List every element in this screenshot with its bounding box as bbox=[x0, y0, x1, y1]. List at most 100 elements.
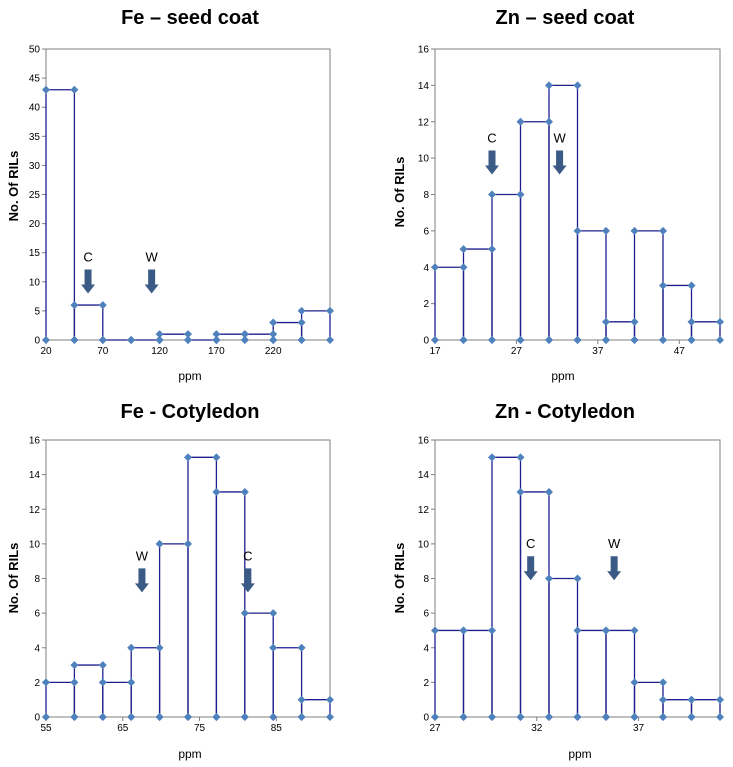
data-point-marker bbox=[212, 336, 221, 344]
annotation-arrow bbox=[607, 556, 622, 581]
data-point-marker bbox=[431, 626, 439, 635]
y-tick-label: 5 bbox=[34, 306, 40, 317]
y-tick-label: 0 bbox=[423, 336, 429, 347]
data-point-marker bbox=[240, 336, 249, 344]
data-point-marker bbox=[602, 317, 610, 326]
data-point-marker bbox=[659, 678, 667, 687]
data-point-marker bbox=[70, 336, 79, 344]
data-point-marker bbox=[269, 643, 278, 652]
histogram-step bbox=[519, 121, 550, 340]
x-tick-label: 220 bbox=[265, 346, 282, 357]
y-tick-label: 10 bbox=[29, 539, 41, 550]
histogram-step bbox=[73, 304, 104, 340]
data-point-marker bbox=[70, 661, 79, 670]
x-tick-label: 20 bbox=[40, 346, 52, 357]
histogram-step bbox=[576, 230, 607, 340]
data-point-marker bbox=[326, 306, 334, 315]
fe-cotyledon-panel: Fe - Cotyledon No. Of RILs ppm 0 2 4 6 8 10 12… bbox=[6, 401, 334, 761]
data-point-marker bbox=[127, 678, 136, 687]
y-tick-label: 0 bbox=[34, 713, 40, 724]
y-axis-label: No. Of RILs bbox=[392, 157, 407, 228]
y-axis-label: No. Of RILs bbox=[6, 543, 21, 614]
data-point-marker bbox=[212, 453, 221, 462]
data-point-marker bbox=[98, 678, 107, 687]
y-tick-label: 16 bbox=[418, 436, 430, 447]
y-tick-label: 12 bbox=[418, 117, 430, 128]
data-point-marker bbox=[297, 713, 306, 721]
x-tick-label: 75 bbox=[194, 723, 206, 734]
data-point-marker bbox=[240, 609, 249, 618]
y-tick-label: 14 bbox=[29, 470, 41, 481]
data-point-marker bbox=[42, 336, 50, 344]
data-point-marker bbox=[687, 695, 696, 704]
data-point-marker bbox=[545, 713, 553, 721]
data-point-marker bbox=[127, 713, 136, 721]
y-tick-label: 4 bbox=[34, 643, 40, 654]
y-tick-label: 6 bbox=[423, 609, 429, 620]
data-point-marker bbox=[155, 643, 164, 652]
data-point-marker bbox=[459, 626, 468, 635]
annotation-label: W bbox=[136, 548, 149, 563]
annotation-label: C bbox=[487, 130, 496, 145]
y-tick-label: 10 bbox=[29, 277, 41, 288]
histogram-step bbox=[130, 647, 161, 717]
data-point-marker bbox=[212, 713, 221, 721]
data-point-marker bbox=[630, 713, 639, 721]
histogram-step bbox=[73, 664, 104, 717]
data-point-marker bbox=[269, 609, 278, 618]
annotation-arrow bbox=[523, 556, 538, 581]
plot-area bbox=[45, 48, 331, 341]
histogram-step bbox=[462, 248, 493, 340]
data-point-marker bbox=[516, 336, 525, 344]
data-point-marker bbox=[573, 81, 582, 90]
y-tick-label: 30 bbox=[29, 161, 41, 172]
x-tick-label: 27 bbox=[429, 723, 441, 734]
data-point-marker bbox=[545, 574, 553, 583]
data-point-marker bbox=[297, 643, 306, 652]
data-point-marker bbox=[42, 713, 50, 721]
data-point-marker bbox=[155, 713, 164, 721]
data-point-marker bbox=[326, 336, 334, 344]
data-point-marker bbox=[269, 318, 278, 327]
annotation-arrow bbox=[485, 150, 499, 175]
data-point-marker bbox=[687, 317, 696, 326]
x-tick-label: 55 bbox=[40, 723, 52, 734]
y-tick-label: 16 bbox=[29, 436, 41, 447]
annotation-label: W bbox=[146, 249, 159, 264]
y-tick-label: 2 bbox=[34, 678, 40, 689]
data-point-marker bbox=[516, 713, 525, 721]
data-point-marker bbox=[431, 336, 439, 344]
data-point-marker bbox=[659, 336, 667, 344]
data-point-marker bbox=[545, 81, 553, 90]
annotation-label: W bbox=[553, 130, 566, 145]
data-point-marker bbox=[297, 306, 306, 315]
data-point-marker bbox=[184, 713, 192, 721]
data-point-marker bbox=[98, 661, 107, 670]
data-point-marker bbox=[155, 330, 164, 339]
x-axis-label: ppm bbox=[551, 369, 574, 383]
data-point-marker bbox=[602, 626, 610, 635]
annotation-arrow bbox=[552, 150, 567, 175]
y-tick-label: 0 bbox=[423, 713, 429, 724]
data-point-marker bbox=[297, 318, 306, 327]
histogram-step bbox=[244, 612, 274, 717]
histogram-step bbox=[605, 321, 636, 340]
x-tick-label: 170 bbox=[208, 346, 225, 357]
data-point-marker bbox=[545, 336, 553, 344]
histogram-step bbox=[491, 193, 522, 340]
chart-title: Zn - Cotyledon bbox=[495, 401, 635, 423]
data-point-marker bbox=[516, 487, 525, 496]
data-point-marker bbox=[573, 336, 582, 344]
x-tick-label: 32 bbox=[531, 723, 543, 734]
data-point-marker bbox=[70, 301, 79, 310]
y-tick-label: 6 bbox=[423, 226, 429, 237]
data-point-marker bbox=[269, 336, 278, 344]
data-point-marker bbox=[326, 695, 334, 704]
data-point-marker bbox=[488, 713, 496, 721]
data-point-marker bbox=[602, 713, 610, 721]
data-point-marker bbox=[212, 487, 221, 496]
y-tick-label: 10 bbox=[418, 539, 430, 550]
data-point-marker bbox=[716, 713, 724, 721]
y-tick-label: 0 bbox=[34, 336, 40, 347]
